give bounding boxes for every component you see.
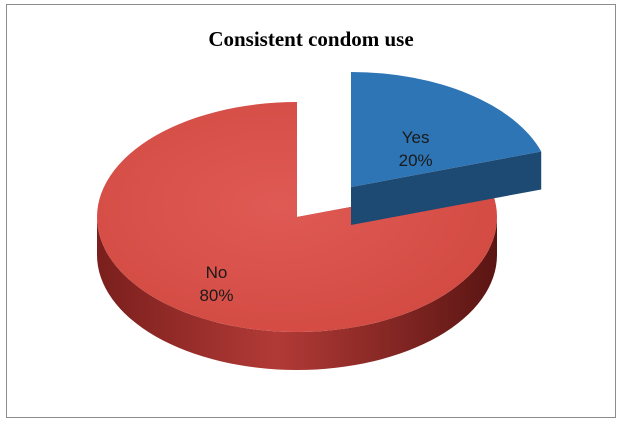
pie-slice-yes xyxy=(351,72,542,225)
pie-slice-top xyxy=(351,72,542,187)
pie-slice-cut-face xyxy=(351,151,542,225)
slice-value-yes: 20% xyxy=(399,151,433,170)
pie-chart: No 80% Yes 20% xyxy=(97,72,542,370)
chart-title: Consistent condom use xyxy=(208,27,414,51)
slice-label-no: No xyxy=(206,263,228,282)
pie-slice-top xyxy=(97,102,498,332)
pie-slice-side xyxy=(97,217,497,370)
slice-value-no: 80% xyxy=(199,286,233,305)
chart-frame: Consistent condom use No 80% Yes 20% xyxy=(6,4,616,418)
slice-label-yes: Yes xyxy=(402,128,430,147)
